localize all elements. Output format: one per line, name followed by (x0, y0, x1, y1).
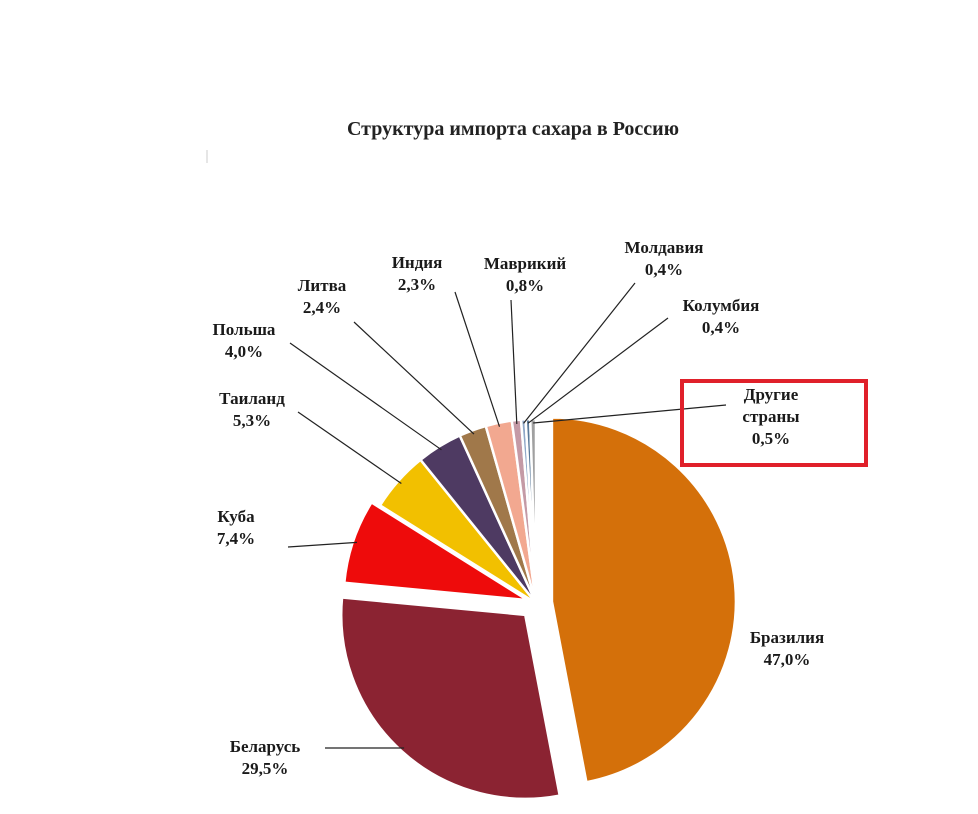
slice-label-польша: Польша (213, 320, 276, 339)
slice-label-другие-страны-1: страны (742, 407, 799, 426)
leader-line-молдавия (523, 282, 636, 424)
slice-label-другие-страны-0: Другие (744, 385, 799, 404)
slice-labels: Бразилия 47,0% Беларусь 29,5% Куба 7,4% Таилан… (213, 238, 825, 778)
slice-value-польша: 4,0% (225, 342, 263, 361)
slice-label-литва: Литва (298, 276, 347, 295)
leader-line-другие-страны (533, 404, 727, 424)
highlight-box (680, 379, 868, 467)
slice-value-молдавия: 0,4% (645, 260, 683, 279)
slice-value-бразилия: 47,0% (764, 650, 811, 669)
pie-slice-куба (342, 500, 529, 602)
slice-value-литва: 2,4% (303, 298, 341, 317)
leader-line-колумбия (527, 317, 669, 424)
slice-label-таиланд: Таиланд (219, 389, 285, 408)
slice-value-беларусь: 29,5% (242, 759, 289, 778)
slice-label-куба: Куба (217, 507, 255, 526)
chart-title: Структура импорта сахара в Россию (347, 118, 679, 140)
pie-slice-бразилия (550, 416, 738, 784)
leader-line-таиланд (297, 411, 402, 485)
leader-line-маврикий (510, 299, 518, 425)
slice-value-другие-страны: 0,5% (752, 429, 790, 448)
slice-label-маврикий: Маврикий (484, 254, 567, 273)
slice-label-индия: Индия (392, 253, 443, 272)
leader-line-индия (454, 291, 501, 427)
slice-value-колумбия: 0,4% (702, 318, 740, 337)
slice-value-таиланд: 5,3% (233, 411, 271, 430)
slice-label-бразилия: Бразилия (750, 628, 824, 647)
slice-label-молдавия: Молдавия (625, 238, 704, 257)
leader-line-польша (289, 342, 442, 451)
slice-label-беларусь: Беларусь (230, 737, 301, 756)
pie-slice-беларусь (340, 596, 562, 801)
slice-label-колумбия: Колумбия (683, 296, 760, 315)
leader-lines (287, 282, 727, 749)
leader-line-куба (287, 541, 358, 548)
slice-value-куба: 7,4% (217, 529, 255, 548)
leader-line-литва (353, 321, 475, 435)
pie-slices (340, 416, 738, 801)
slice-value-индия: 2,3% (398, 275, 436, 294)
slice-value-маврикий: 0,8% (506, 276, 544, 295)
